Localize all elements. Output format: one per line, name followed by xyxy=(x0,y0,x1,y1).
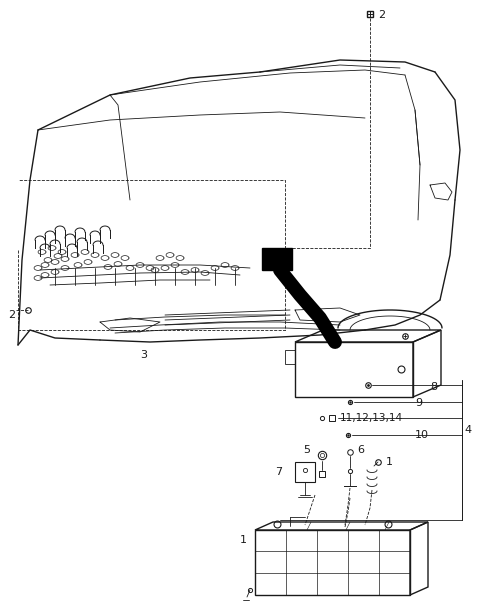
Text: 10: 10 xyxy=(415,430,429,440)
Text: 3: 3 xyxy=(140,350,147,360)
Text: 2: 2 xyxy=(8,310,15,320)
Text: 1: 1 xyxy=(386,457,393,467)
Text: 9: 9 xyxy=(415,398,422,408)
Text: 7: 7 xyxy=(275,467,282,477)
Text: 11,12,13,14: 11,12,13,14 xyxy=(340,413,403,423)
Text: 5: 5 xyxy=(303,445,310,455)
Text: 4: 4 xyxy=(464,425,471,435)
Bar xyxy=(255,530,410,595)
Bar xyxy=(262,248,292,270)
Text: 1: 1 xyxy=(240,535,247,545)
Text: 2: 2 xyxy=(378,10,385,20)
Text: 8: 8 xyxy=(430,382,437,392)
Text: 6: 6 xyxy=(357,445,364,455)
Bar xyxy=(295,342,413,397)
Bar xyxy=(295,462,315,482)
